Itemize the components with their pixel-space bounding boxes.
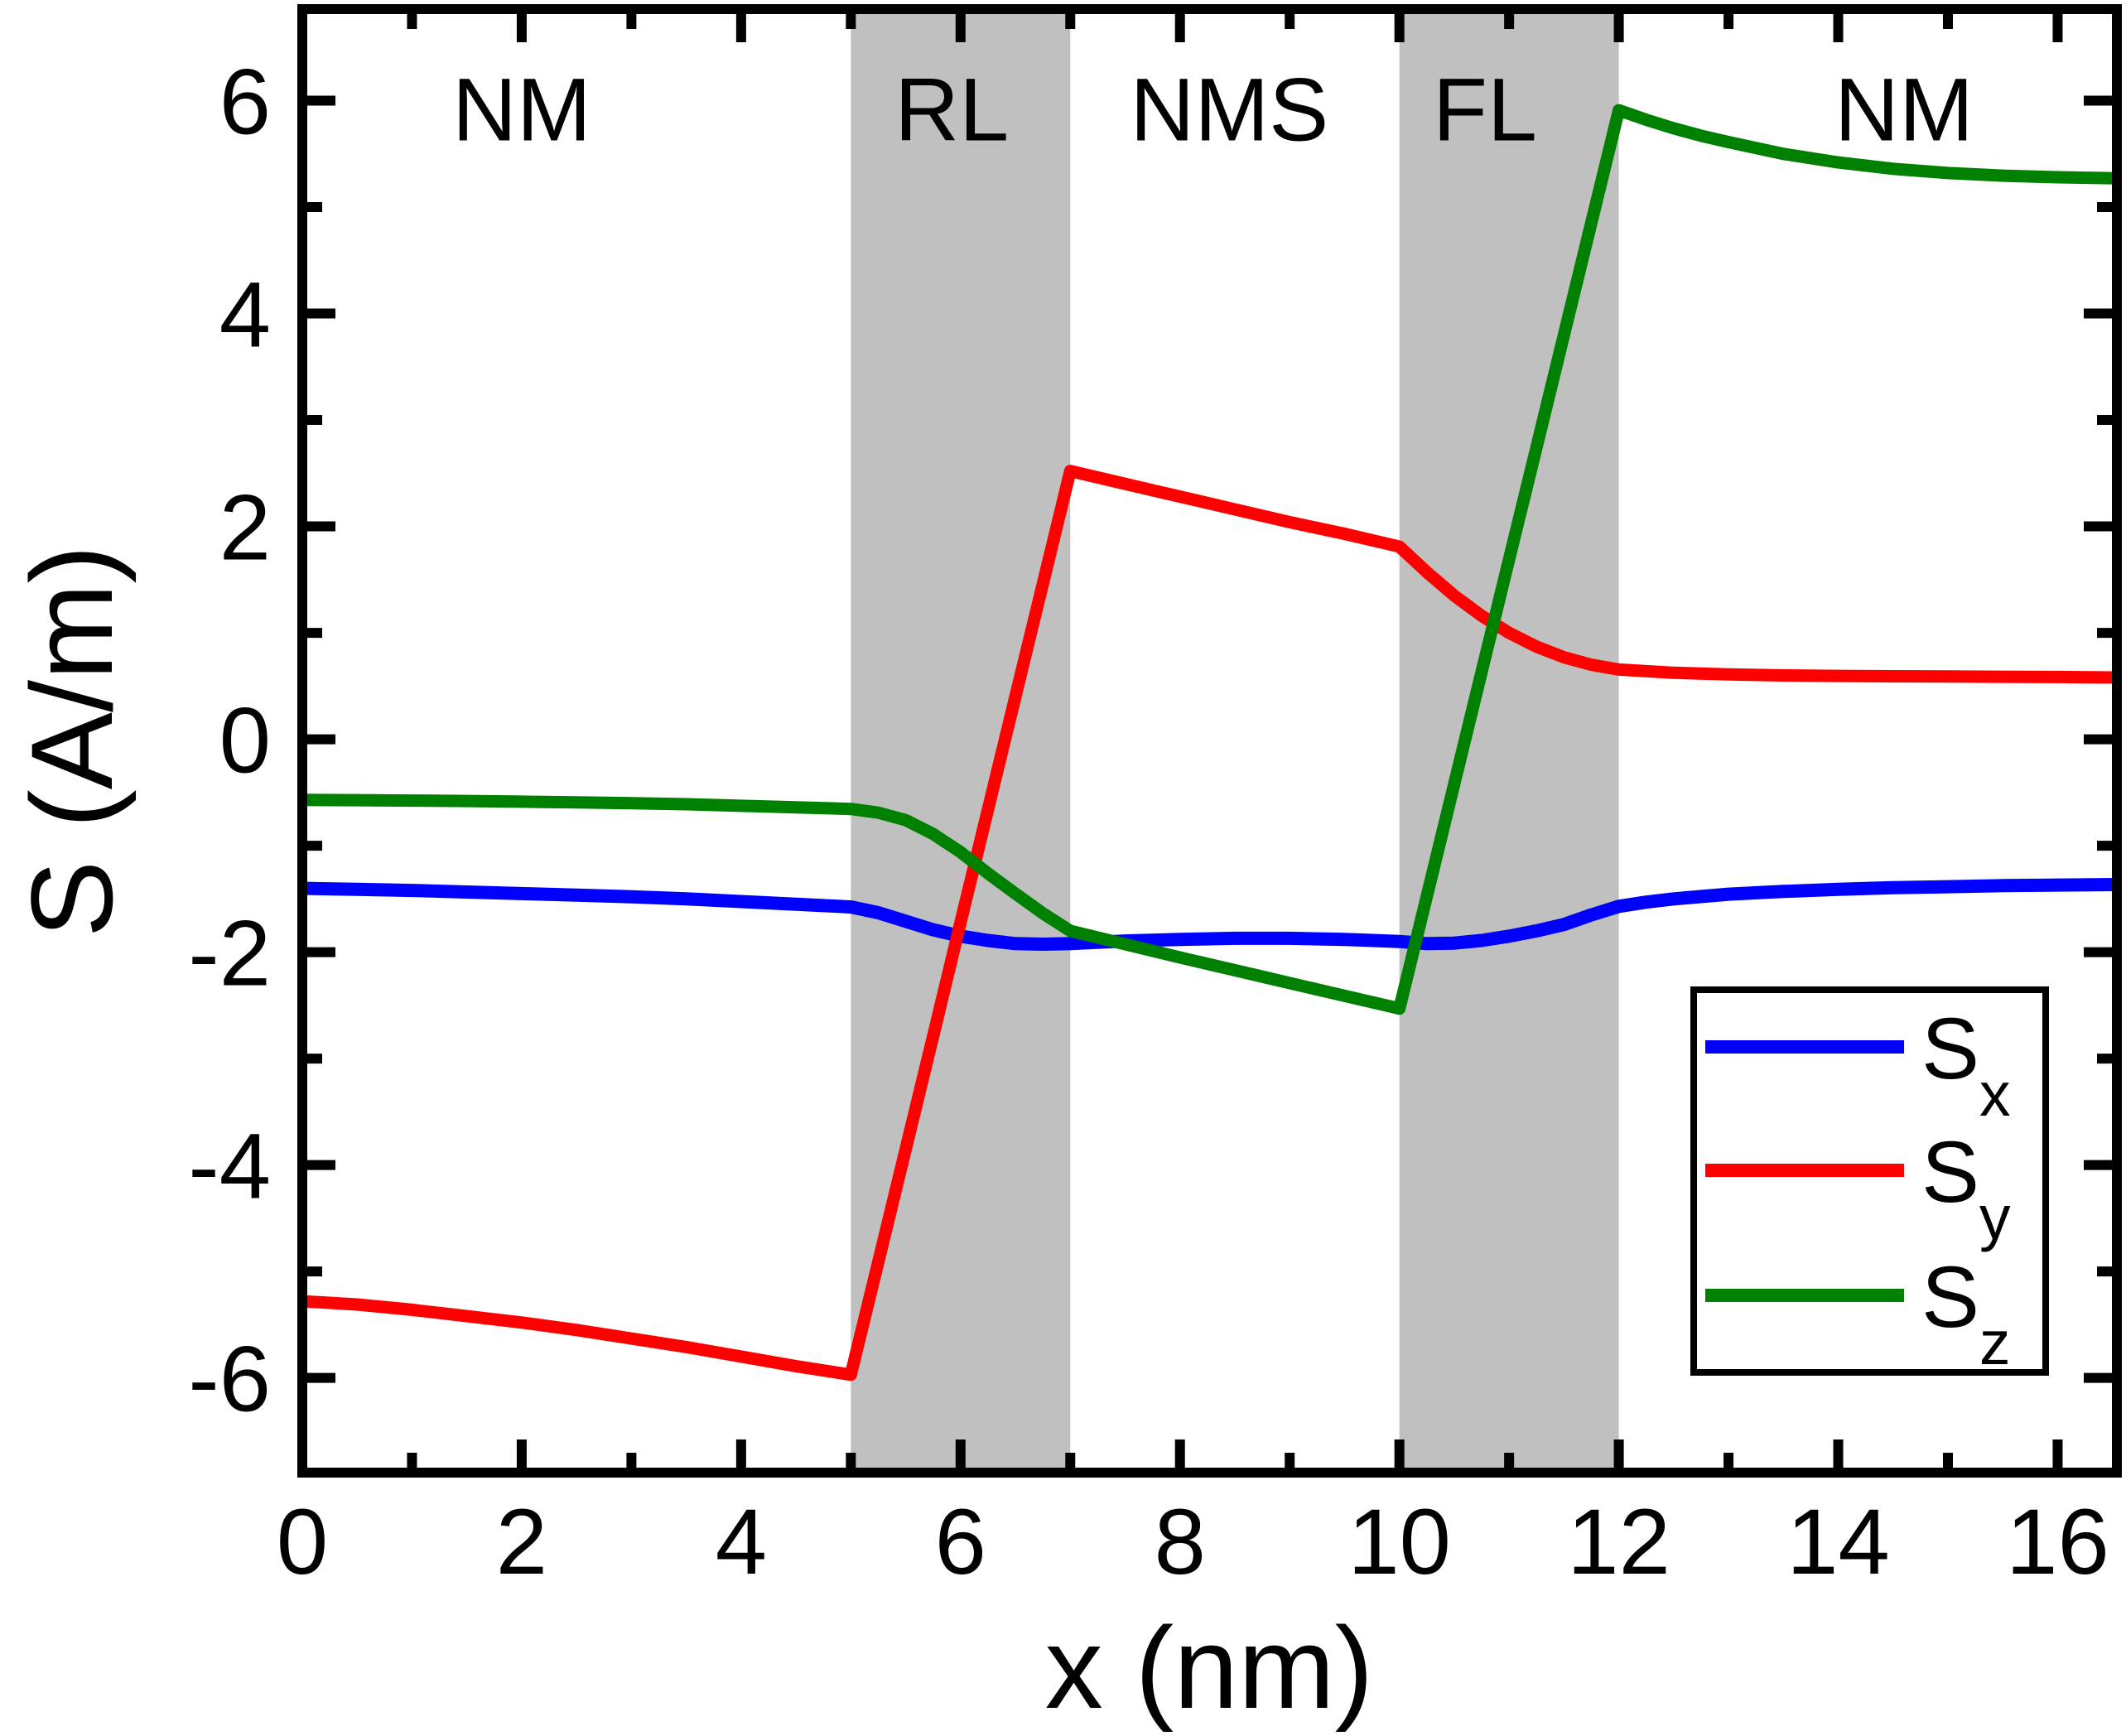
region-label-fl: FL [1433, 59, 1537, 159]
x-tick-label: 12 [1567, 1490, 1670, 1594]
legend-label-x: Sx [1921, 1001, 2011, 1129]
x-tick-label: 10 [1347, 1490, 1451, 1594]
x-tick-label: 14 [1786, 1490, 1890, 1594]
y-tick-label: 2 [219, 476, 271, 580]
x-axis-title: x (nm) [1045, 1603, 1374, 1733]
y-tick-label: 4 [219, 263, 271, 367]
x-tick-label: 8 [1155, 1490, 1206, 1594]
series-curves-layer [301, 104, 2118, 1382]
x-tick-label: 4 [716, 1490, 767, 1594]
x-tick-label: 16 [2006, 1490, 2109, 1594]
legend-label-y: Sy [1921, 1124, 2011, 1252]
y-tick-label: 0 [219, 689, 271, 793]
x-tick-label: 6 [935, 1490, 986, 1594]
series-sy-curve [301, 465, 2118, 1382]
y-tick-label: -2 [188, 902, 271, 1005]
tick-labels-layer: 0 2 4 6 8 10 12 14 16 -6 -4 -2 0 2 4 6 [188, 51, 2109, 1594]
legend-label-z: Sz [1921, 1249, 2011, 1377]
y-axis-title: S (A/m) [7, 545, 137, 938]
region-labels-layer: NM RL NMS FL NM [452, 59, 1974, 159]
series-sx-curve [301, 878, 2118, 951]
region-label-nms: NMS [1130, 59, 1328, 159]
region-label-nm: NM [1834, 59, 1974, 159]
region-label-nm: NM [452, 59, 591, 159]
y-tick-label: 6 [219, 51, 271, 154]
shaded-bands-layer [851, 14, 1619, 1468]
series-sz-curve [301, 104, 2118, 1015]
x-tick-label: 0 [277, 1490, 328, 1594]
y-tick-label: -6 [188, 1328, 271, 1431]
plot-frame [297, 4, 2122, 1478]
y-tick-label: -4 [188, 1115, 271, 1218]
x-tick-label: 2 [496, 1490, 547, 1594]
region-label-rl: RL [894, 59, 1009, 159]
